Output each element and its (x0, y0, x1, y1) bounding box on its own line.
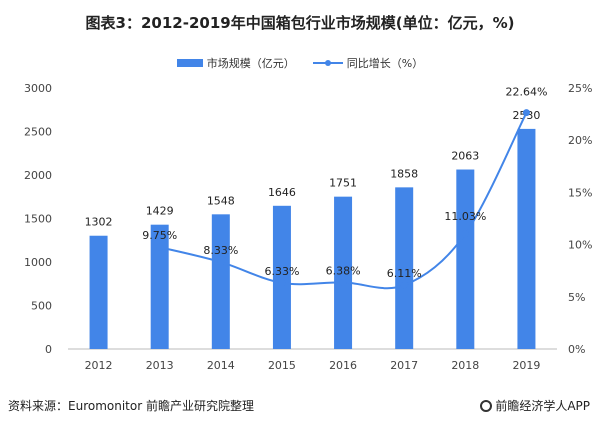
y-left-tick-label: 3000 (24, 82, 52, 95)
growth-point (522, 109, 530, 117)
legend-bar-swatch (176, 59, 203, 67)
x-tick-label: 2017 (390, 359, 418, 372)
legend-bar-label: 市场规模（亿元） (206, 57, 295, 70)
x-tick-label: 2018 (451, 359, 479, 372)
bar (211, 214, 230, 349)
growth-point (278, 279, 286, 287)
legend: 市场规模（亿元） 同比增长（%） (0, 55, 600, 71)
y-right-tick-label: 0% (568, 343, 585, 356)
y-right-tick-label: 5% (568, 291, 585, 304)
bar (517, 128, 536, 349)
growth-point (461, 230, 469, 238)
bar-data-label: 1858 (390, 167, 418, 180)
bar-data-label: 1646 (268, 186, 296, 199)
growth-point (156, 243, 164, 251)
growth-point (217, 258, 225, 266)
legend-line-label: 同比增长（%） (346, 57, 424, 70)
y-left-tick-label: 0 (45, 343, 52, 356)
legend-item-line[interactable]: 同比增长（%） (312, 55, 424, 71)
x-tick-label: 2014 (207, 359, 235, 372)
y-right-tick-label: 10% (568, 239, 592, 252)
bar-data-label: 1548 (207, 194, 235, 207)
y-left-tick-label: 1000 (24, 256, 52, 269)
y-right-tick-label: 15% (568, 186, 592, 199)
x-tick-label: 2012 (85, 359, 113, 372)
growth-data-label: 11.03% (444, 210, 486, 223)
bar (89, 235, 108, 349)
growth-data-label: 6.11% (387, 267, 422, 280)
growth-data-label: 6.33% (264, 265, 299, 278)
bar (334, 196, 353, 349)
bar-data-label: 1751 (329, 177, 357, 190)
y-right-tick-label: 25% (568, 82, 592, 95)
bar (272, 205, 291, 349)
growth-point (339, 278, 347, 286)
growth-data-label: 8.33% (203, 244, 238, 257)
bar-data-label: 1429 (146, 205, 174, 218)
source-note: 资料来源：Euromonitor 前瞻产业研究院整理 (8, 399, 254, 413)
growth-data-label: 6.38% (326, 264, 361, 277)
y-left-tick-label: 2500 (24, 126, 52, 139)
bar (150, 224, 169, 349)
logo-text: 前瞻经济学人APP (495, 399, 590, 413)
y-left-tick-label: 500 (31, 300, 52, 313)
legend-item-bar[interactable]: 市场规模（亿元） (176, 55, 295, 71)
legend-line-swatch (312, 60, 343, 66)
bar-data-label: 2063 (451, 150, 479, 163)
x-tick-label: 2016 (329, 359, 357, 372)
y-left-tick-label: 2000 (24, 169, 52, 182)
x-tick-label: 2015 (268, 359, 296, 372)
bar-data-label: 1302 (85, 216, 113, 229)
chart-title: 图表3：2012-2019年中国箱包行业市场规模(单位：亿元，%) (85, 14, 515, 32)
bar (395, 187, 414, 349)
x-tick-label: 2019 (512, 359, 540, 372)
growth-data-label: 22.64% (505, 86, 547, 99)
growth-data-label: 9.75% (142, 229, 177, 242)
y-right-tick-label: 20% (568, 134, 592, 147)
logo-icon (480, 399, 493, 412)
x-tick-label: 2013 (146, 359, 174, 372)
brand-logo: 前瞻经济学人APP (480, 397, 590, 414)
y-left-tick-label: 1500 (24, 213, 52, 226)
growth-point (400, 281, 408, 289)
bar (456, 169, 475, 349)
